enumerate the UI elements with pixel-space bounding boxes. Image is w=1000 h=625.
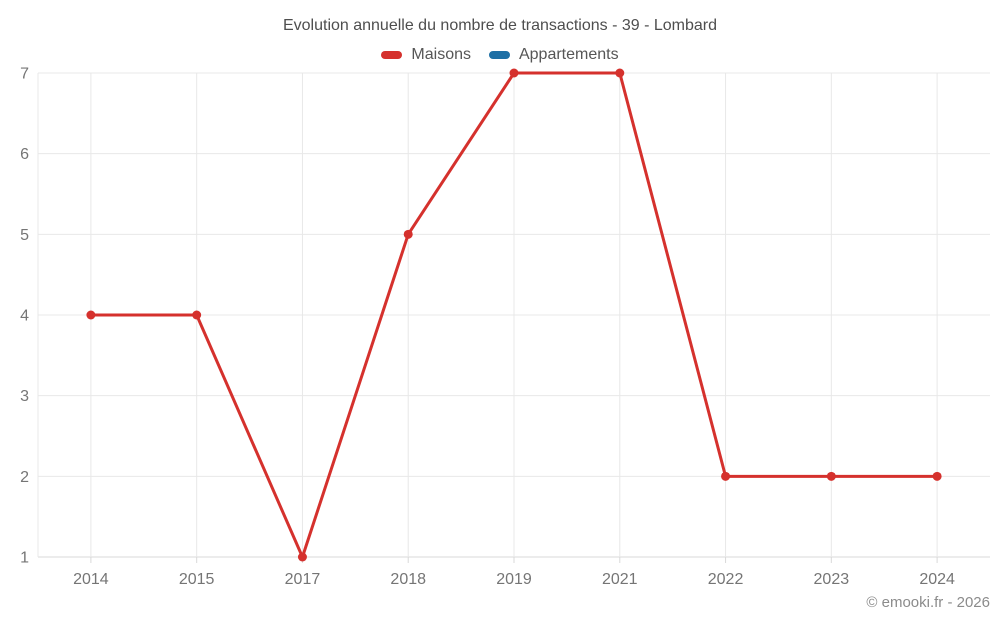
x-axis-label: 2021 (602, 571, 638, 588)
y-axis-label: 1 (20, 550, 29, 567)
data-point-maisons[interactable] (721, 471, 731, 481)
x-axis-label: 2018 (390, 571, 426, 588)
data-point-maisons[interactable] (932, 471, 942, 481)
x-axis-label: 2015 (179, 571, 215, 588)
x-axis-label: 2017 (285, 571, 321, 588)
y-axis-label: 6 (20, 146, 29, 163)
chart-title: Evolution annuelle du nombre de transact… (282, 17, 718, 34)
data-point-maisons[interactable] (826, 471, 836, 481)
data-point-maisons[interactable] (297, 552, 307, 562)
legend-label-maisons: Maisons (411, 46, 471, 63)
y-axis-label: 7 (20, 66, 29, 83)
legend: Maisons Appartements (0, 46, 1000, 64)
data-point-maisons[interactable] (403, 229, 413, 239)
data-point-maisons[interactable] (615, 68, 625, 78)
y-axis-label: 4 (20, 308, 29, 325)
y-axis-label: 5 (20, 227, 29, 244)
legend-swatch-maisons (381, 51, 403, 59)
legend-swatch-appartements (488, 51, 510, 59)
legend-item-maisons[interactable]: Maisons (381, 46, 471, 64)
x-axis-label: 2014 (73, 571, 109, 588)
x-axis-label: 2023 (814, 571, 850, 588)
legend-item-appartements[interactable]: Appartements (488, 46, 619, 64)
data-point-maisons[interactable] (86, 310, 96, 320)
copyright: © emooki.fr - 2026 (866, 594, 990, 611)
data-point-maisons[interactable] (509, 68, 519, 78)
x-axis-label: 2024 (919, 571, 955, 588)
x-axis-label: 2022 (708, 571, 744, 588)
y-axis-label: 2 (20, 469, 29, 486)
y-axis-label: 3 (20, 388, 29, 405)
x-axis-label: 2019 (496, 571, 532, 588)
data-point-maisons[interactable] (192, 310, 202, 320)
legend-label-appartements: Appartements (518, 46, 619, 63)
